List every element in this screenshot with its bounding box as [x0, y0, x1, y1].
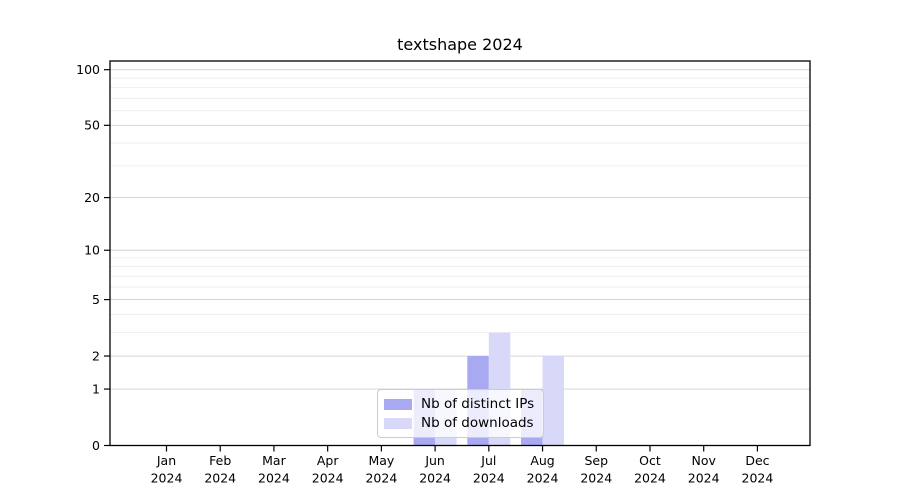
x-tick-label-year: 2024	[151, 471, 183, 486]
legend-swatch-downloads	[384, 417, 412, 429]
y-tick-label: 5	[92, 292, 100, 307]
x-tick-label-month: Jul	[480, 453, 496, 468]
x-tick-label-month: Dec	[745, 453, 769, 468]
legend: Nb of distinct IPs Nb of downloads	[377, 389, 544, 438]
x-tick-label-year: 2024	[204, 471, 236, 486]
x-tick-label-year: 2024	[312, 471, 344, 486]
x-tick-label-month: Nov	[691, 453, 716, 468]
x-tick-label-month: Feb	[209, 453, 231, 468]
x-tick-label-year: 2024	[258, 471, 290, 486]
plot-border	[109, 60, 811, 447]
y-tick-label: 0	[92, 438, 100, 453]
x-tick-label-year: 2024	[634, 471, 666, 486]
y-tick-label: 10	[84, 243, 100, 258]
x-tick-label-month: Apr	[317, 453, 339, 468]
legend-swatch-distinct-ips	[384, 398, 412, 410]
x-tick-label-year: 2024	[688, 471, 720, 486]
legend-label-distinct-ips: Nb of distinct IPs	[421, 396, 535, 412]
x-tick-label-month: Oct	[639, 453, 661, 468]
x-tick-label-year: 2024	[473, 471, 505, 486]
y-tick-label: 100	[76, 62, 100, 77]
x-tick-label-year: 2024	[742, 471, 774, 486]
y-tick-label: 1	[92, 381, 100, 396]
bar-downloads-aug	[542, 356, 565, 446]
x-tick-label-year: 2024	[527, 471, 559, 486]
x-tick-label-year: 2024	[365, 471, 397, 486]
x-tick-label-month: Jan	[156, 453, 176, 468]
y-tick-label: 50	[84, 118, 100, 133]
x-tick-label-month: Sep	[584, 453, 608, 468]
legend-label-downloads: Nb of downloads	[421, 415, 534, 431]
x-tick-label-year: 2024	[580, 471, 612, 486]
x-tick-label-month: Jun	[424, 453, 445, 468]
x-tick-label-month: May	[368, 453, 394, 468]
x-tick-label-year: 2024	[419, 471, 451, 486]
y-tick-label: 20	[84, 190, 100, 205]
chart-title: textshape 2024	[397, 35, 523, 54]
legend-item-downloads: Nb of downloads	[384, 414, 543, 433]
legend-item-distinct-ips: Nb of distinct IPs	[384, 395, 543, 414]
x-tick-label-month: Aug	[530, 453, 554, 468]
x-tick-label-month: Mar	[262, 453, 286, 468]
y-tick-label: 2	[92, 348, 100, 363]
